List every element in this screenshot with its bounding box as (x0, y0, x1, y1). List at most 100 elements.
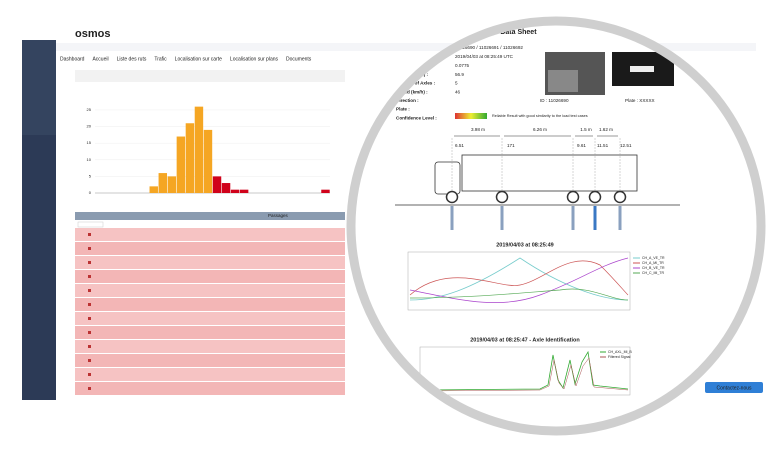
curve (409, 257, 629, 303)
bar (203, 129, 213, 193)
field-label: Plate : (396, 107, 410, 112)
field-value: 5 (455, 81, 458, 86)
axle-load: 171 (507, 143, 515, 148)
bar (230, 189, 240, 193)
y-tick-label: 25 (87, 107, 92, 112)
table-select (77, 221, 104, 228)
bar (158, 173, 168, 193)
row-icon (88, 387, 91, 390)
sensor (500, 206, 504, 230)
date: 2019/04/03 at 08:25:49 UTC (455, 54, 514, 59)
bar (239, 189, 249, 193)
sensor (571, 206, 575, 230)
row-icon (88, 233, 91, 236)
wheel (566, 190, 580, 204)
contact-label[interactable]: Contactez-nous (716, 385, 752, 391)
distance: 3.98 m (471, 127, 485, 132)
chart1-title: 2019/04/03 at 08:25:49 (496, 242, 554, 248)
nav-item: Accueil (92, 56, 108, 62)
table-row (75, 326, 345, 339)
chart1-frame (407, 251, 631, 311)
legend-label: CH_A_VE_TR (642, 256, 665, 260)
wheel (445, 190, 459, 204)
filter-bar (75, 70, 345, 82)
sensor (618, 206, 622, 230)
row-icon (88, 261, 91, 264)
photo-truck (548, 70, 578, 92)
chart2-frame (419, 346, 631, 396)
row-icon (88, 289, 91, 292)
distance: 6.26 m (533, 127, 547, 132)
nav-item: Liste des ruts (117, 56, 147, 62)
field-value: 46 (455, 89, 461, 94)
bar (176, 136, 186, 193)
curve (409, 288, 629, 301)
bar (167, 176, 177, 193)
distance: 1.62 m (599, 127, 613, 132)
nav-item: Localisation sur plans (230, 56, 279, 62)
contact-button[interactable] (705, 382, 763, 393)
legend-label: Filtered Signal (608, 355, 631, 359)
table-row (75, 340, 345, 353)
table-header (75, 212, 345, 220)
histogram: 0 5 10 15 20 25 (87, 106, 330, 195)
filtered-signal (421, 357, 629, 392)
y-tick-label: 15 (87, 140, 92, 145)
sidebar-menu (22, 40, 56, 135)
logo: osmos (75, 28, 110, 40)
axle-load: 9.61 (577, 143, 586, 148)
field-label: Direction : (396, 98, 419, 103)
table-row (75, 256, 345, 269)
legend-label: CH_A_MI_TR (642, 261, 664, 265)
wheel (613, 190, 627, 204)
truck-cab (434, 161, 461, 195)
table-row (75, 298, 345, 311)
field-label: Speed (km/h) : (396, 89, 428, 94)
y-tick-label: 0 (89, 190, 92, 195)
table-row (75, 242, 345, 255)
table (75, 221, 345, 395)
curve (409, 257, 629, 301)
nav-item: Trafic (154, 56, 167, 62)
bar (221, 183, 231, 193)
table-row (75, 354, 345, 367)
row-icon (88, 275, 91, 278)
bar (321, 189, 330, 193)
nav: Dashboard Accueil Liste des ruts Trafic Loca… (60, 56, 312, 62)
table-row (75, 312, 345, 325)
confidence-bar (455, 113, 487, 119)
row-icon (88, 373, 91, 376)
distance: 1.5 m (580, 127, 592, 132)
row-icon (88, 331, 91, 334)
axle-load: 12.51 (620, 143, 632, 148)
axle-load: 6.51 (455, 143, 464, 148)
lens-ring (346, 16, 766, 436)
field-value: 0.0775 (455, 63, 469, 68)
table-row (75, 228, 345, 241)
row-icon (88, 247, 91, 250)
legend-label: CH_C_MI_TR (642, 271, 664, 275)
lens (353, 23, 759, 429)
nav-item: Documents (286, 56, 312, 62)
row-icon (88, 303, 91, 306)
y-tick-label: 20 (87, 124, 92, 129)
bar (212, 176, 222, 193)
bar (185, 123, 195, 193)
legend-label: CH_AXL_MI_B (608, 350, 632, 354)
axle-load: 11.51 (597, 143, 609, 148)
row-icon (88, 317, 91, 320)
chart2-title: 2019/04/03 at 08:25:47 - Axle Identifica… (470, 337, 580, 343)
ids: 11026690 / 11026691 / 11026692 (455, 45, 523, 50)
y-tick-label: 5 (89, 173, 92, 178)
signal (421, 350, 629, 391)
sensor (593, 206, 597, 230)
y-tick-label: 10 (87, 157, 92, 162)
field-label: Number of Axles : (396, 81, 436, 86)
plate-label: Plate : XXXXX (625, 98, 655, 103)
row-icon (88, 359, 91, 362)
plate (630, 66, 654, 72)
table-row (75, 270, 345, 283)
sensor (450, 206, 454, 230)
confidence-text: Reliable Result with good similarity to … (492, 114, 588, 118)
